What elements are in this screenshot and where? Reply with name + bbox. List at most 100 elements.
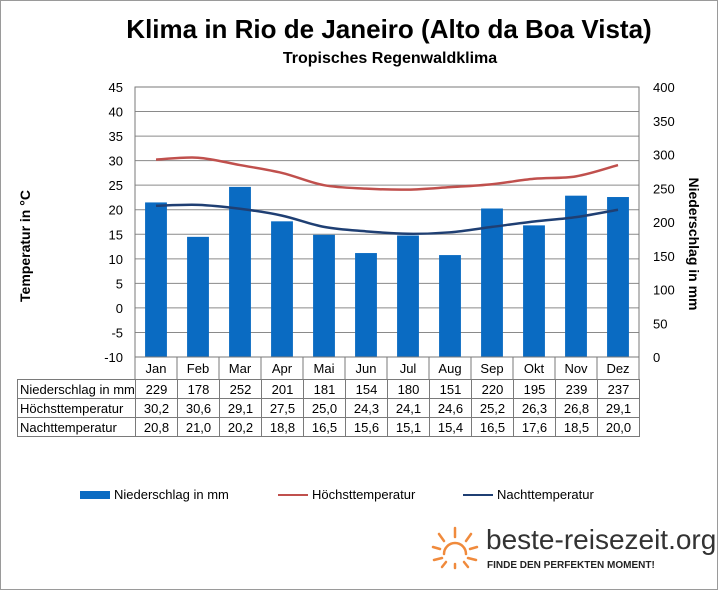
category-label: Okt [524,361,545,376]
table-cell: 15,6 [345,417,388,437]
category-labels: Jan Feb Mar Apr Mai Jun Jul Aug Sep Okt Nov Dez [146,361,630,376]
table-cell: 20,0 [597,417,640,437]
right-tick-label: 0 [653,350,660,365]
right-tick-label: 400 [653,80,675,95]
category-label: Mar [229,361,252,376]
brand-logo: beste-reisezeit.org FINDE DEN PERFEKTEN … [430,520,720,580]
category-label: Jun [356,361,377,376]
precipitation-bar [229,186,251,357]
precipitation-bar [145,202,167,357]
right-tick-label: 50 [653,316,667,331]
temperature-lines [155,156,619,236]
precipitation-bars [145,186,629,357]
precipitation-bar [565,195,587,357]
left-tick-label: 40 [109,105,123,120]
right-tick-label: 250 [653,181,675,196]
table-cell: 29,1 [219,398,262,418]
precipitation-bar [187,236,209,357]
precipitation-bar [523,225,545,357]
table-cell: 252 [219,379,262,399]
left-tick-label: 30 [109,154,123,169]
table-cell: 15,1 [387,417,430,437]
legend: Niederschlag in mm Höchsttemperatur Nach… [0,487,720,505]
brand-name: beste-reisezeit.org [486,524,717,555]
left-tick-label: -5 [111,325,123,340]
table-cell: 201 [261,379,304,399]
table-cell: 24,3 [345,398,388,418]
left-tick-label: 25 [109,178,123,193]
category-label: Apr [272,361,293,376]
night-temperature-line [155,203,619,236]
table-row: Höchsttemperatur 30,2 30,6 29,1 27,5 25,0 24,3… [17,398,640,418]
table-cell: 18,8 [261,417,304,437]
category-label: Jul [400,361,417,376]
table-cell: 180 [387,379,430,399]
table-cell: 21,0 [177,417,220,437]
category-label: Jan [146,361,167,376]
table-row-label: Nachttemperatur [17,417,136,437]
category-label: Dez [606,361,629,376]
precipitation-bar [397,235,419,357]
high-temperature-line [155,156,619,191]
table-cell: 26,8 [555,398,598,418]
table-cell: 151 [429,379,472,399]
left-tick-label: 35 [109,129,123,144]
table-row: Nachttemperatur 20,8 21,0 20,2 18,8 16,5 15,6 1… [17,417,640,437]
right-tick-label: 100 [653,283,675,298]
left-tick-label: -10 [104,350,123,365]
plot-area [134,86,640,358]
precipitation-bar [271,221,293,357]
table-cell: 237 [597,379,640,399]
right-tick-label: 200 [653,215,675,230]
left-tick-label: 0 [116,301,123,316]
table-cell: 25,0 [303,398,346,418]
precipitation-bar [439,255,461,357]
table-cell: 16,5 [471,417,514,437]
table-cell: 30,2 [135,398,178,418]
legend-night-temp: Nachttemperatur [463,487,594,502]
left-tick-label: 5 [116,276,123,291]
legend-high-temp-swatch [278,493,308,496]
table-cell: 15,4 [429,417,472,437]
table-cell: 239 [555,379,598,399]
table-cell: 178 [177,379,220,399]
category-label: Nov [564,361,588,376]
table-cell: 195 [513,379,556,399]
table-cell: 20,8 [135,417,178,437]
table-row-label: Niederschlag in mm [17,379,136,399]
left-tick-label: 15 [109,227,123,242]
table-cell: 20,2 [219,417,262,437]
data-table: Niederschlag in mm 229 178 252 201 181 154 180 1… [17,379,640,437]
brand-tagline: FINDE DEN PERFEKTEN MOMENT! [487,560,655,571]
gridlines [135,86,639,358]
table-cell: 16,5 [303,417,346,437]
table-cell: 229 [135,379,178,399]
precipitation-bar [313,234,335,357]
table-cell: 220 [471,379,514,399]
right-tick-label: 350 [653,114,675,129]
legend-precipitation: Niederschlag in mm [80,487,229,502]
legend-night-temp-swatch [463,493,493,496]
table-cell: 27,5 [261,398,304,418]
legend-night-temp-label: Nachttemperatur [497,487,594,502]
chart-title: Klima in Rio de Janeiro (Alto da Boa Vis… [126,14,652,44]
table-cell: 18,5 [555,417,598,437]
precipitation-bar [481,208,503,357]
table-cell: 17,6 [513,417,556,437]
precipitation-bar [607,197,629,357]
left-tick-label: 20 [109,203,123,218]
left-tick-label: 10 [109,252,123,267]
table-cell: 25,2 [471,398,514,418]
legend-high-temp: Höchsttemperatur [278,487,415,502]
table-cell: 29,1 [597,398,640,418]
precipitation-bar [355,253,377,357]
table-cell: 24,1 [387,398,430,418]
sun-icon [431,526,479,570]
table-cell: 181 [303,379,346,399]
table-cell: 26,3 [513,398,556,418]
right-tick-label: 300 [653,148,675,163]
table-cell: 154 [345,379,388,399]
right-tick-label: 150 [653,249,675,264]
